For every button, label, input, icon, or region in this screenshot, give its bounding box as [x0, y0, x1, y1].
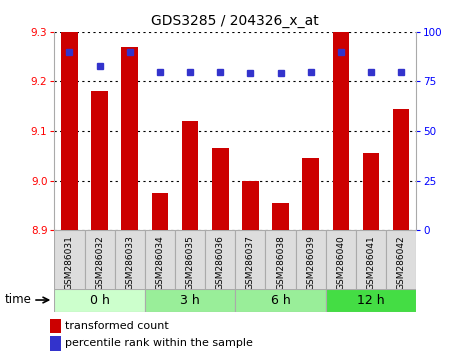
Bar: [393, 109, 410, 230]
Text: 0 h: 0 h: [90, 293, 110, 307]
Text: GSM286034: GSM286034: [156, 235, 165, 290]
FancyBboxPatch shape: [265, 230, 296, 290]
Text: GSM286041: GSM286041: [367, 235, 376, 290]
Text: 3 h: 3 h: [180, 293, 200, 307]
Text: GSM286039: GSM286039: [306, 235, 315, 290]
Text: GSM286032: GSM286032: [95, 235, 104, 290]
FancyBboxPatch shape: [85, 230, 114, 290]
FancyBboxPatch shape: [175, 230, 205, 290]
Text: time: time: [5, 293, 32, 306]
Bar: [333, 32, 349, 230]
Title: GDS3285 / 204326_x_at: GDS3285 / 204326_x_at: [151, 14, 319, 28]
FancyBboxPatch shape: [54, 289, 145, 312]
FancyBboxPatch shape: [326, 230, 356, 290]
Bar: [272, 203, 289, 230]
FancyBboxPatch shape: [356, 230, 386, 290]
Text: 6 h: 6 h: [271, 293, 290, 307]
Text: GSM286042: GSM286042: [397, 235, 406, 290]
Text: GSM286031: GSM286031: [65, 235, 74, 290]
FancyBboxPatch shape: [235, 289, 326, 312]
Bar: [50, 337, 61, 351]
Bar: [302, 158, 319, 230]
FancyBboxPatch shape: [386, 230, 416, 290]
FancyBboxPatch shape: [54, 230, 85, 290]
Bar: [212, 148, 228, 230]
FancyBboxPatch shape: [114, 230, 145, 290]
FancyBboxPatch shape: [235, 230, 265, 290]
Text: GSM286037: GSM286037: [246, 235, 255, 290]
Bar: [122, 47, 138, 230]
Text: GSM286036: GSM286036: [216, 235, 225, 290]
FancyBboxPatch shape: [145, 289, 235, 312]
Text: percentile rank within the sample: percentile rank within the sample: [65, 338, 253, 348]
FancyBboxPatch shape: [205, 230, 235, 290]
FancyBboxPatch shape: [326, 289, 416, 312]
Text: transformed count: transformed count: [65, 320, 169, 331]
Text: GSM286035: GSM286035: [185, 235, 194, 290]
Bar: [91, 91, 108, 230]
Text: GSM286038: GSM286038: [276, 235, 285, 290]
Bar: [363, 153, 379, 230]
Text: GSM286040: GSM286040: [336, 235, 345, 290]
Bar: [182, 121, 198, 230]
Text: GSM286033: GSM286033: [125, 235, 134, 290]
Bar: [152, 193, 168, 230]
Bar: [50, 319, 61, 333]
FancyBboxPatch shape: [145, 230, 175, 290]
FancyBboxPatch shape: [296, 230, 326, 290]
Bar: [242, 181, 259, 230]
Text: 12 h: 12 h: [357, 293, 385, 307]
Bar: [61, 32, 78, 230]
